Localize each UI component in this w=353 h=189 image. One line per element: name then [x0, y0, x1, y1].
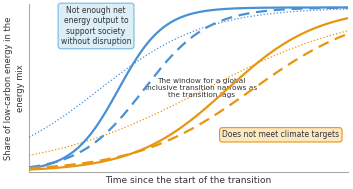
X-axis label: Time since the start of the transition: Time since the start of the transition [105, 176, 271, 185]
Text: The window for a global
inclusive transition narrows as
the transition lags: The window for a global inclusive transi… [145, 78, 257, 98]
Text: Does not meet climate targets: Does not meet climate targets [222, 130, 339, 139]
Y-axis label: Share of low-carbon energy in the
energy mix: Share of low-carbon energy in the energy… [4, 16, 25, 160]
Text: Not enough net
energy output to
support society
without disruption: Not enough net energy output to support … [61, 6, 131, 46]
